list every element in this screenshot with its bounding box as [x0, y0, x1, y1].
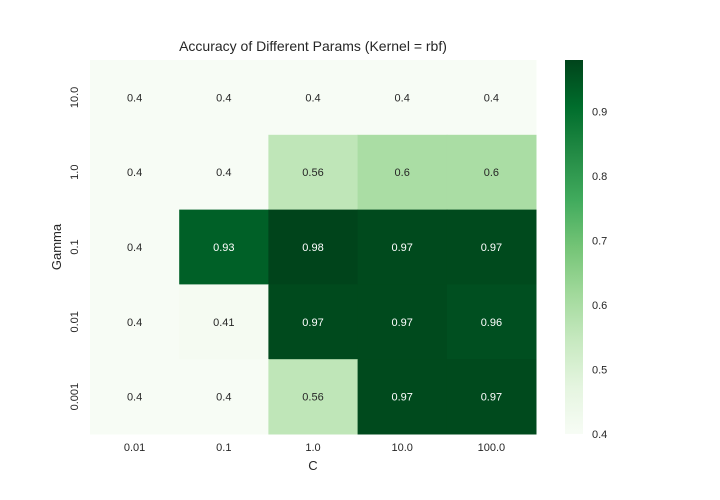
x-tick-label: 10.0 [391, 442, 412, 454]
colorbar-tick-label: 0.9 [592, 107, 607, 119]
heatmap-cell [90, 60, 180, 136]
cell-annotation: 0.4 [305, 92, 320, 104]
cell-annotation: 0.4 [127, 242, 142, 254]
cell-annotation: 0.6 [484, 167, 499, 179]
heatmap-cell [268, 134, 359, 211]
heatmap-cell [179, 284, 269, 360]
heatmap-cell [179, 359, 269, 435]
cell-annotation: 0.97 [302, 317, 323, 329]
cell-annotation: 0.4 [127, 392, 142, 404]
x-tick-label: 100.0 [478, 442, 506, 454]
heatmap-cell [90, 134, 180, 211]
y-axis-label: Gamma [49, 223, 64, 270]
heatmap-cell [446, 60, 537, 136]
cell-annotation: 0.97 [391, 317, 412, 329]
cell-annotation: 0.97 [391, 392, 412, 404]
colorbar-tick-label: 0.4 [592, 429, 607, 441]
cell-annotation: 0.56 [302, 167, 323, 179]
cell-annotation: 0.4 [127, 317, 142, 329]
cell-annotation: 0.4 [216, 167, 231, 179]
x-tick-label: 1.0 [305, 442, 320, 454]
x-tick-label: 0.01 [124, 442, 145, 454]
cell-annotation: 0.96 [481, 317, 502, 329]
x-tick-label: 0.1 [216, 442, 231, 454]
y-tick-label: 1.0 [69, 165, 81, 180]
cell-annotation: 0.4 [127, 167, 142, 179]
heatmap-cell [268, 359, 359, 435]
heatmap-cell [357, 284, 448, 360]
cell-annotation: 0.4 [484, 92, 499, 104]
heatmap-cell [446, 284, 537, 360]
cell-annotation: 0.4 [216, 92, 231, 104]
heatmap-cell [179, 60, 269, 136]
cell-annotation: 0.98 [302, 242, 323, 254]
heatmap-cell [357, 60, 448, 136]
y-tick-label: 0.001 [69, 383, 81, 411]
heatmap-cell [446, 134, 537, 211]
heatmap-cell [268, 284, 359, 360]
cell-annotation: 0.93 [213, 242, 234, 254]
heatmap-cell [357, 359, 448, 435]
heatmap-cells: 0.4 0.4 0.4 0.4 0.4 0.4 0.4 0.56 0.6 0.6 0.4 0.93 0.… [90, 60, 537, 435]
y-tick-label: 10.0 [69, 87, 81, 108]
colorbar: 0.4 0.5 0.6 0.7 0.8 0.9 [565, 60, 607, 441]
y-tick-label: 0.1 [69, 239, 81, 254]
cell-annotation: 0.56 [302, 392, 323, 404]
heatmap-cell [90, 209, 180, 285]
heatmap-cell [357, 134, 448, 211]
cell-annotation: 0.97 [391, 242, 412, 254]
cell-annotation: 0.6 [395, 167, 410, 179]
heatmap-cell [446, 209, 537, 285]
cell-annotation: 0.4 [395, 92, 410, 104]
cell-annotation: 0.4 [216, 392, 231, 404]
x-tick-labels: 0.01 0.1 1.0 10.0 100.0 [124, 442, 505, 454]
cell-annotation: 0.41 [213, 317, 234, 329]
heatmap-cell [268, 209, 359, 285]
cell-annotation: 0.97 [481, 242, 502, 254]
heatmap-cell [90, 359, 180, 435]
x-axis-label: C [308, 458, 317, 473]
colorbar-gradient [565, 60, 583, 434]
heatmap-cell [90, 284, 180, 360]
heatmap-cell [357, 209, 448, 285]
colorbar-tick-label: 0.8 [592, 171, 607, 183]
cell-annotation: 0.97 [481, 392, 502, 404]
heatmap-cell [268, 60, 359, 136]
chart-title: Accuracy of Different Params (Kernel = r… [179, 38, 447, 54]
colorbar-tick-label: 0.7 [592, 236, 607, 248]
y-tick-labels: 10.0 1.0 0.1 0.01 0.001 [69, 87, 81, 411]
heatmap-cell [179, 209, 269, 285]
colorbar-tick-label: 0.5 [592, 365, 607, 377]
heatmap-cell [446, 359, 537, 435]
colorbar-tick-label: 0.6 [592, 300, 607, 312]
y-tick-label: 0.01 [69, 311, 81, 332]
cell-annotation: 0.4 [127, 92, 142, 104]
heatmap-cell [179, 134, 269, 211]
